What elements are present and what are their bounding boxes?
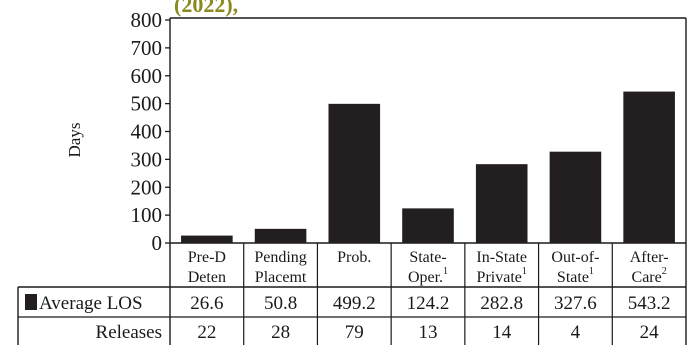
category-label: State- xyxy=(409,249,446,266)
category-label: Care2 xyxy=(632,266,667,286)
table-cell: 4 xyxy=(571,322,581,343)
y-tick-label: 0 xyxy=(152,231,163,255)
table-cell: 13 xyxy=(419,322,438,343)
category-label: In-State xyxy=(476,249,527,266)
y-tick-label: 300 xyxy=(131,147,163,171)
bar xyxy=(254,228,307,243)
y-tick-label: 400 xyxy=(131,120,163,144)
y-tick-label: 200 xyxy=(131,175,163,199)
bar xyxy=(475,164,528,243)
legend-swatch xyxy=(25,294,37,310)
bar xyxy=(549,151,602,243)
table-cell: 327.6 xyxy=(554,293,597,314)
category-label: Oper.1 xyxy=(408,266,448,286)
y-axis-label: Days xyxy=(65,123,84,158)
table-cell: 499.2 xyxy=(333,293,376,314)
category-label: Deten xyxy=(188,269,226,286)
bar xyxy=(402,208,454,243)
y-tick-label: 600 xyxy=(131,64,163,88)
table-row-label: Average LOS xyxy=(39,293,143,314)
table-cell: 14 xyxy=(492,322,512,343)
footnote-marker: 1 xyxy=(589,266,594,277)
footnote-marker: 1 xyxy=(522,266,527,277)
bar xyxy=(181,235,233,243)
category-label: Pending xyxy=(254,249,306,266)
bar xyxy=(328,103,381,244)
category-label: Out-of- xyxy=(551,249,599,266)
table-cell: 26.6 xyxy=(190,293,223,314)
footnote-marker: 2 xyxy=(662,266,667,277)
y-tick-label: 500 xyxy=(131,92,163,116)
bar xyxy=(623,91,675,243)
table-cell: 79 xyxy=(345,322,364,343)
table-cell: 282.8 xyxy=(480,293,523,314)
category-label: Prob. xyxy=(337,249,371,266)
table-cell: 22 xyxy=(197,322,216,343)
category-label: Private1 xyxy=(477,266,527,286)
table-row-label: Releases xyxy=(96,322,162,343)
y-tick-label: 100 xyxy=(131,203,163,227)
chart-title-fragment: (2022), xyxy=(174,0,238,17)
category-label: Pre-D xyxy=(188,249,226,266)
category-label: Placemt xyxy=(255,269,307,286)
footnote-marker: 1 xyxy=(443,266,448,277)
category-label: After- xyxy=(630,249,669,266)
y-tick-label: 800 xyxy=(131,8,163,32)
category-label: State1 xyxy=(557,266,594,286)
table-cell: 50.8 xyxy=(264,293,297,314)
y-tick-label: 700 xyxy=(131,36,163,60)
table-cell: 28 xyxy=(271,322,290,343)
table-cell: 24 xyxy=(640,322,660,343)
table-cell: 124.2 xyxy=(407,293,450,314)
table-cell: 543.2 xyxy=(628,293,671,314)
